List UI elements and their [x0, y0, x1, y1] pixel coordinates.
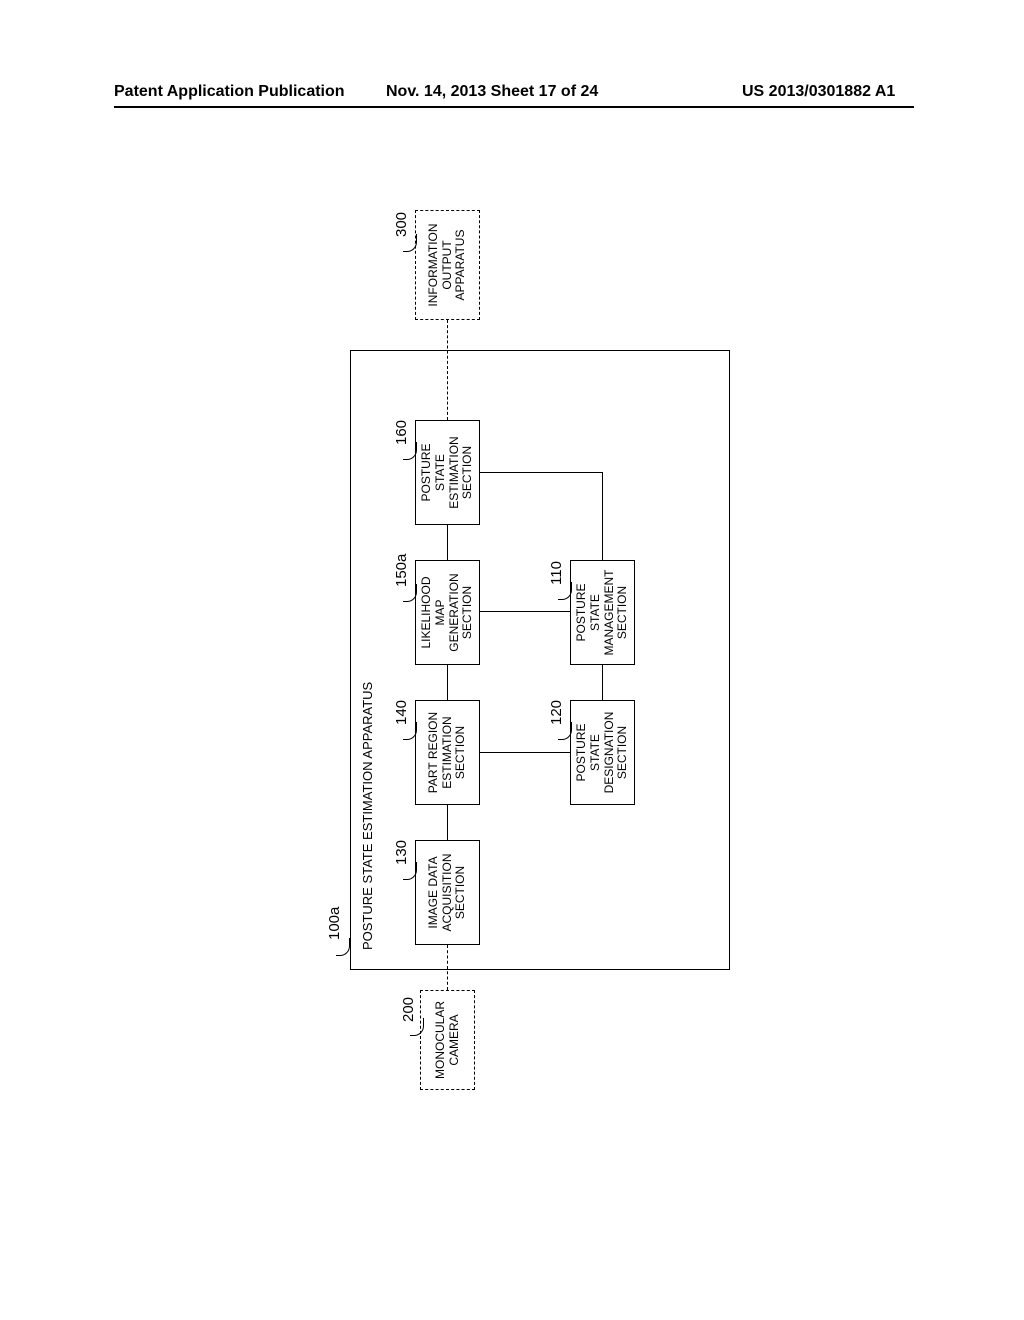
header-divider: [114, 106, 914, 108]
block-likelihood-label: LIKELIHOOD MAP GENERATION SECTION: [420, 565, 475, 660]
block-posture-est: POSTURE STATE ESTIMATION SECTION: [415, 420, 480, 525]
conn-part-like: [447, 665, 448, 700]
block-posture-desig: POSTURE STATE DESIGNATION SECTION: [570, 700, 635, 805]
block-posture-mgmt: POSTURE STATE MANAGEMENT SECTION: [570, 560, 635, 665]
conn-camera-acq: [447, 945, 448, 990]
block-posture-mgmt-label: POSTURE STATE MANAGEMENT SECTION: [575, 565, 630, 660]
conn-acq-part: [447, 805, 448, 840]
block-image-acq-label: IMAGE DATA ACQUISITION SECTION: [427, 845, 468, 940]
conn-part-desig: [480, 752, 570, 753]
conn-desig-mgmt: [602, 665, 603, 700]
header-right: US 2013/0301882 A1: [742, 83, 895, 101]
block-posture-desig-label: POSTURE STATE DESIGNATION SECTION: [575, 705, 630, 800]
outer-leader: [336, 938, 350, 956]
block-part-region: PART REGION ESTIMATION SECTION: [415, 700, 480, 805]
block-posture-est-label: POSTURE STATE ESTIMATION SECTION: [420, 425, 475, 520]
conn-est-output: [447, 320, 448, 420]
block-camera: MONOCULAR CAMERA: [420, 990, 475, 1090]
conn-mgmt-est-v: [480, 472, 603, 473]
conn-mgmt-est-h: [602, 472, 603, 560]
diagram: 100a POSTURE STATE ESTIMATION APPARATUS …: [60, 270, 950, 1000]
conn-like-est: [447, 525, 448, 560]
page: Patent Application Publication Nov. 14, …: [0, 0, 1024, 1320]
header-left: Patent Application Publication: [114, 83, 345, 101]
block-image-acq: IMAGE DATA ACQUISITION SECTION: [415, 840, 480, 945]
outer-ref: 100a: [326, 907, 343, 940]
block-camera-label: MONOCULAR CAMERA: [434, 995, 462, 1085]
block-part-region-label: PART REGION ESTIMATION SECTION: [427, 705, 468, 800]
conn-like-mgmt: [480, 611, 570, 612]
block-likelihood: LIKELIHOOD MAP GENERATION SECTION: [415, 560, 480, 665]
header-center: Nov. 14, 2013 Sheet 17 of 24: [386, 83, 598, 101]
block-info-output: INFORMATION OUTPUT APPARATUS: [415, 210, 480, 320]
outer-title: POSTURE STATE ESTIMATION APPARATUS: [360, 682, 375, 950]
ref-likelihood: 150a: [393, 554, 410, 587]
diagram-canvas: 100a POSTURE STATE ESTIMATION APPARATUS …: [60, 270, 950, 1000]
block-info-output-label: INFORMATION OUTPUT APPARATUS: [427, 215, 468, 315]
